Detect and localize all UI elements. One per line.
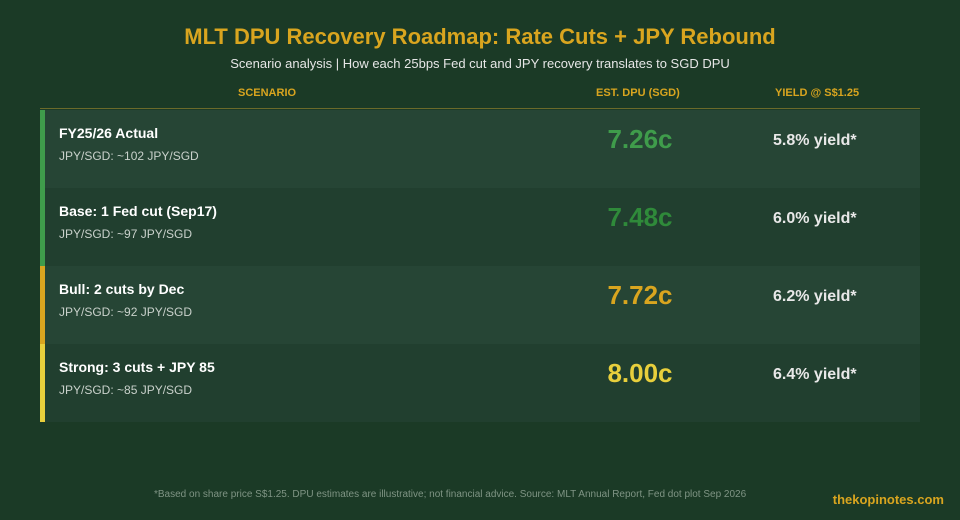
header-scenario: SCENARIO (238, 87, 297, 99)
table-row: FY25/26 Actual JPY/SGD: ~102 JPY/SGD 7.2… (40, 110, 920, 188)
dpu-value: 7.26c (607, 124, 673, 154)
fx-rate: JPY/SGD: ~97 JPY/SGD (59, 227, 193, 241)
header-est-dpu: EST. DPU (SGD) (596, 87, 680, 99)
footnote: *Based on share price S$1.25. DPU estima… (154, 489, 747, 500)
yield-value: 6.4% yield* (773, 366, 857, 383)
fx-rate: JPY/SGD: ~85 JPY/SGD (59, 383, 193, 397)
scenario-table: FY25/26 Actual JPY/SGD: ~102 JPY/SGD 7.2… (40, 110, 920, 422)
yield-value: 5.8% yield* (773, 132, 857, 149)
dpu-value: 7.48c (607, 202, 673, 232)
scenario-name: Bull: 2 cuts by Dec (59, 281, 185, 297)
brand-link[interactable]: thekopinotes.com (832, 492, 944, 507)
dpu-value: 8.00c (607, 358, 673, 388)
header-divider (40, 108, 920, 109)
scenario-name: FY25/26 Actual (59, 125, 159, 141)
fx-rate: JPY/SGD: ~92 JPY/SGD (59, 305, 193, 319)
chart-title: MLT DPU Recovery Roadmap: Rate Cuts + JP… (184, 24, 776, 49)
table-row: Base: 1 Fed cut (Sep17) JPY/SGD: ~97 JPY… (40, 188, 920, 266)
yield-value: 6.2% yield* (773, 288, 857, 305)
yield-value: 6.0% yield* (773, 210, 857, 227)
table-header: SCENARIO EST. DPU (SGD) YIELD @ S$1.25 (40, 87, 920, 107)
header-yield: YIELD @ S$1.25 (775, 87, 860, 99)
scenario-name: Strong: 3 cuts + JPY 85 (59, 359, 215, 375)
fx-rate: JPY/SGD: ~102 JPY/SGD (59, 149, 199, 163)
table-row: Strong: 3 cuts + JPY 85 JPY/SGD: ~85 JPY… (40, 344, 920, 422)
dpu-value: 7.72c (607, 280, 673, 310)
chart-subtitle: Scenario analysis | How each 25bps Fed c… (230, 56, 730, 71)
table-row: Bull: 2 cuts by Dec JPY/SGD: ~92 JPY/SGD… (40, 266, 920, 344)
scenario-name: Base: 1 Fed cut (Sep17) (59, 203, 217, 219)
